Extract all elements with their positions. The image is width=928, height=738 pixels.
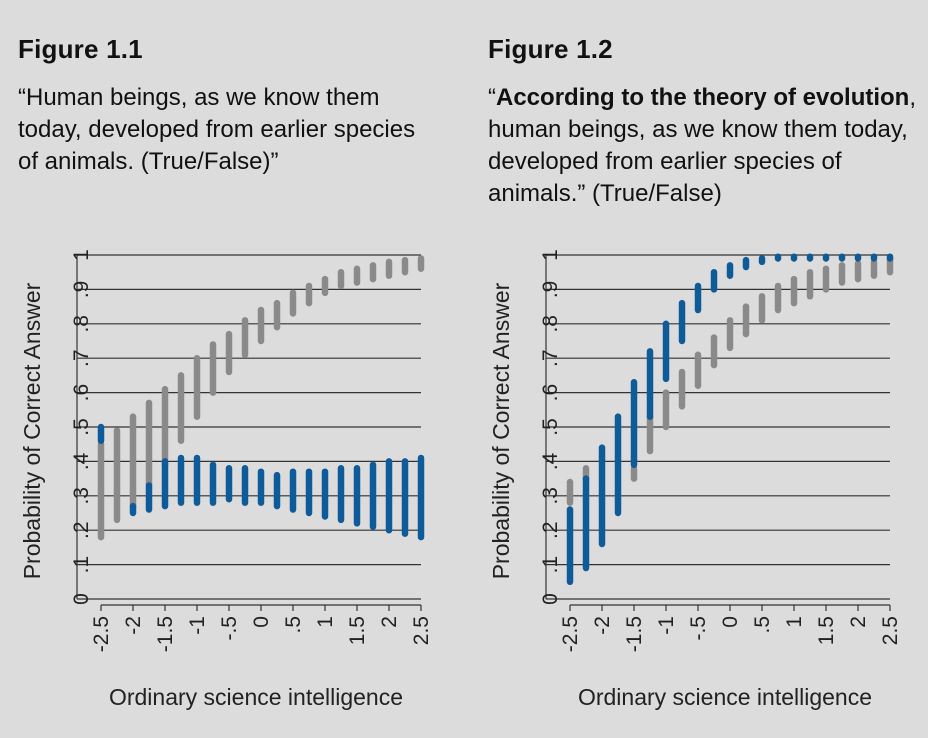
y-tick-label: .3 bbox=[539, 487, 562, 505]
y-tick-label: .7 bbox=[539, 349, 562, 367]
y-tick-label: .9 bbox=[539, 281, 562, 299]
y-tick-label: .2 bbox=[70, 521, 93, 539]
y-tick-label: .6 bbox=[70, 384, 93, 402]
y-tick-label: 1 bbox=[70, 249, 93, 261]
x-tick-label: -2 bbox=[122, 616, 145, 635]
x-tick-label: -2.5 bbox=[90, 616, 113, 652]
x-tick-label: 2.5 bbox=[410, 616, 433, 645]
y-tick-label: .1 bbox=[539, 556, 562, 574]
y-tick-label: .2 bbox=[539, 521, 562, 539]
y-tick-label: .3 bbox=[70, 487, 93, 505]
y-tick-label: .8 bbox=[70, 315, 93, 333]
y-axis-title: Probability of Correct Answer bbox=[19, 282, 45, 579]
caption-emphasis: According to the theory of evolution bbox=[496, 84, 910, 111]
y-tick-label: .1 bbox=[70, 556, 93, 574]
x-axis-title: Ordinary science intelligence bbox=[578, 684, 872, 710]
x-tick-label: -2 bbox=[591, 616, 614, 635]
y-tick-label: 0 bbox=[70, 593, 93, 605]
x-tick-label: -2.5 bbox=[559, 616, 582, 652]
x-tick-label: .5 bbox=[751, 616, 774, 634]
x-tick-label: 1 bbox=[783, 616, 806, 628]
y-tick-label: .5 bbox=[539, 418, 562, 436]
y-tick-label: .9 bbox=[70, 281, 93, 299]
x-tick-label: -1.5 bbox=[623, 616, 646, 652]
x-tick-label: 2 bbox=[378, 616, 401, 628]
figure-1-2-caption: “According to the theory of evolution, h… bbox=[488, 82, 918, 210]
x-tick-label: 2.5 bbox=[879, 616, 902, 645]
x-axis-title: Ordinary science intelligence bbox=[109, 684, 403, 710]
x-tick-label: 1.5 bbox=[346, 616, 369, 645]
y-tick-label: .5 bbox=[70, 418, 93, 436]
x-tick-label: -1 bbox=[186, 616, 209, 635]
y-tick-label: .6 bbox=[539, 384, 562, 402]
y-axis-title: Probability of Correct Answer bbox=[488, 282, 514, 579]
x-tick-label: 1 bbox=[314, 616, 337, 628]
x-tick-label: 2 bbox=[847, 616, 870, 628]
x-tick-label: 0 bbox=[250, 616, 273, 628]
x-tick-label: -.5 bbox=[218, 616, 241, 641]
x-tick-label: -1.5 bbox=[154, 616, 177, 652]
x-tick-label: -.5 bbox=[687, 616, 710, 641]
chart-panel-1: -2.5 -2 -1.5 -1 -.5 0 .5 1 1.5 2 2.5 0 .1 .2 .3 .4 .5 .6.… bbox=[19, 249, 433, 710]
y-tick-label: .7 bbox=[70, 349, 93, 367]
y-tick-label: .8 bbox=[539, 315, 562, 333]
x-tick-label: 1.5 bbox=[815, 616, 838, 645]
y-tick-label: 0 bbox=[539, 593, 562, 605]
caption-rest: , human beings, as we know them today, d… bbox=[488, 84, 917, 207]
figure-1-2-title: Figure 1.2 bbox=[488, 34, 613, 64]
caption-open-quote: “ bbox=[488, 84, 496, 111]
figure-1-1-caption: “Human beings, as we know them today, de… bbox=[18, 84, 416, 175]
y-tick-label: 1 bbox=[539, 249, 562, 261]
x-tick-label: -1 bbox=[655, 616, 678, 635]
x-tick-label: .5 bbox=[282, 616, 305, 634]
figure-1-1-title: Figure 1.1 bbox=[18, 34, 143, 64]
x-tick-label: 0 bbox=[719, 616, 742, 628]
y-tick-label: .4 bbox=[70, 452, 93, 470]
chart-panel-2: -2.5 -2 -1.5 -1 -.5 0 .5 1 1.5 2 2.5 0 .1 .2 .3 .4 .5 .6.… bbox=[488, 249, 902, 710]
y-tick-label: .4 bbox=[539, 452, 562, 470]
